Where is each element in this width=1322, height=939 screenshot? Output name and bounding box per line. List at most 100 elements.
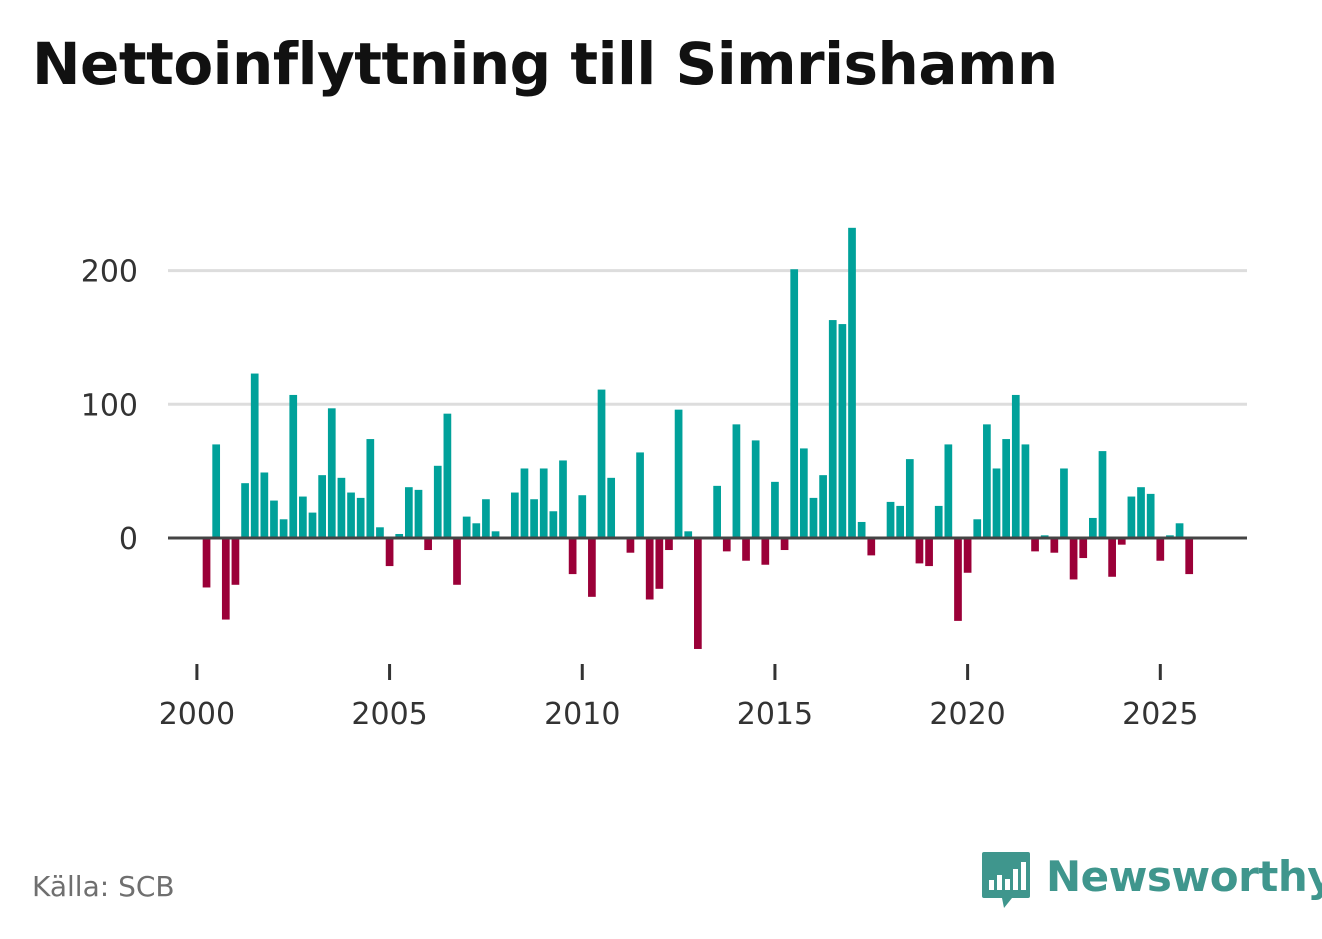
bar (665, 538, 673, 551)
source-label: Källa: SCB (32, 870, 175, 903)
bar (925, 538, 933, 567)
bar (915, 538, 924, 564)
bar (1021, 444, 1030, 538)
bar (1011, 394, 1020, 538)
bar (992, 468, 1001, 538)
bar (472, 523, 481, 538)
bar (559, 460, 567, 538)
bar (828, 320, 837, 538)
bar (799, 448, 808, 538)
bar (212, 444, 221, 538)
bar (1060, 468, 1068, 538)
bar (742, 538, 750, 561)
bar (674, 409, 683, 538)
bar (414, 489, 423, 538)
bar (539, 468, 548, 538)
bar (790, 269, 799, 538)
bar (549, 511, 558, 538)
bar (347, 492, 355, 538)
bar (1137, 487, 1145, 538)
bar (299, 496, 307, 538)
bar (424, 538, 432, 551)
bar (1098, 451, 1107, 538)
bar (482, 499, 490, 538)
bar (761, 538, 770, 565)
bar (202, 538, 211, 588)
bar (270, 500, 278, 538)
bar (655, 538, 664, 589)
newsworthy-logo-icon (982, 852, 1030, 908)
bar (385, 538, 394, 567)
x-tick-label: 2010 (544, 697, 620, 732)
bar (279, 519, 288, 538)
bar (588, 538, 596, 597)
bar (1089, 517, 1097, 538)
bar (896, 505, 905, 538)
bar (1146, 493, 1155, 538)
bar (1185, 538, 1194, 575)
bar (376, 527, 384, 538)
bar (722, 538, 731, 552)
bar (366, 439, 375, 538)
bar (260, 472, 269, 538)
bar (597, 389, 606, 538)
bar (1079, 538, 1088, 559)
bar (337, 477, 346, 538)
bar (1031, 538, 1039, 552)
bar (1108, 538, 1116, 577)
bar (751, 440, 760, 538)
x-tick-label: 2015 (737, 697, 813, 732)
x-tick-label: 2005 (351, 697, 427, 732)
bar (867, 538, 876, 556)
bar (819, 475, 827, 538)
bar (848, 227, 856, 538)
bar (241, 483, 249, 538)
bar (1156, 538, 1165, 561)
bar (732, 424, 741, 538)
bar (578, 495, 587, 538)
bar (645, 538, 654, 600)
bar (713, 485, 721, 538)
x-tick-label: 2000 (159, 697, 235, 732)
chart-title: Nettoinflyttning till Simrishamn (32, 30, 1058, 98)
bar (809, 497, 818, 538)
bars (202, 227, 1194, 649)
bar (636, 452, 644, 538)
grid-lines (168, 269, 1247, 406)
bar (780, 538, 789, 551)
bar (886, 501, 895, 538)
bar (963, 538, 972, 573)
bar (607, 477, 616, 538)
bar (462, 516, 471, 538)
bar (1002, 439, 1011, 538)
brand-name: Newsworthy (1046, 851, 1322, 901)
bar (973, 519, 982, 538)
bar (954, 538, 962, 621)
bar (510, 492, 519, 538)
bar (318, 475, 326, 538)
x-tick-label: 2020 (929, 697, 1005, 732)
bar (944, 444, 953, 538)
x-tick-label: 2025 (1122, 697, 1198, 732)
bar (308, 512, 317, 538)
bar (934, 505, 943, 538)
bar (857, 521, 866, 538)
bar (983, 424, 991, 538)
bar (1050, 538, 1059, 553)
bar (250, 373, 259, 538)
y-tick-label: 100 (81, 388, 138, 423)
bar (327, 408, 336, 538)
bar (453, 538, 461, 585)
brand-logo[interactable]: Newsworthy (980, 848, 1322, 912)
bar (443, 413, 452, 538)
axes: 0 100 200 2000 2005 2010 2015 2020 2025 (81, 255, 1247, 732)
bar (530, 499, 538, 538)
bar (771, 481, 779, 538)
bar (694, 538, 702, 649)
y-tick-label: 0 (119, 522, 138, 557)
bar (231, 538, 240, 585)
bar (1069, 538, 1078, 580)
bar (905, 459, 914, 538)
bar (520, 468, 529, 538)
